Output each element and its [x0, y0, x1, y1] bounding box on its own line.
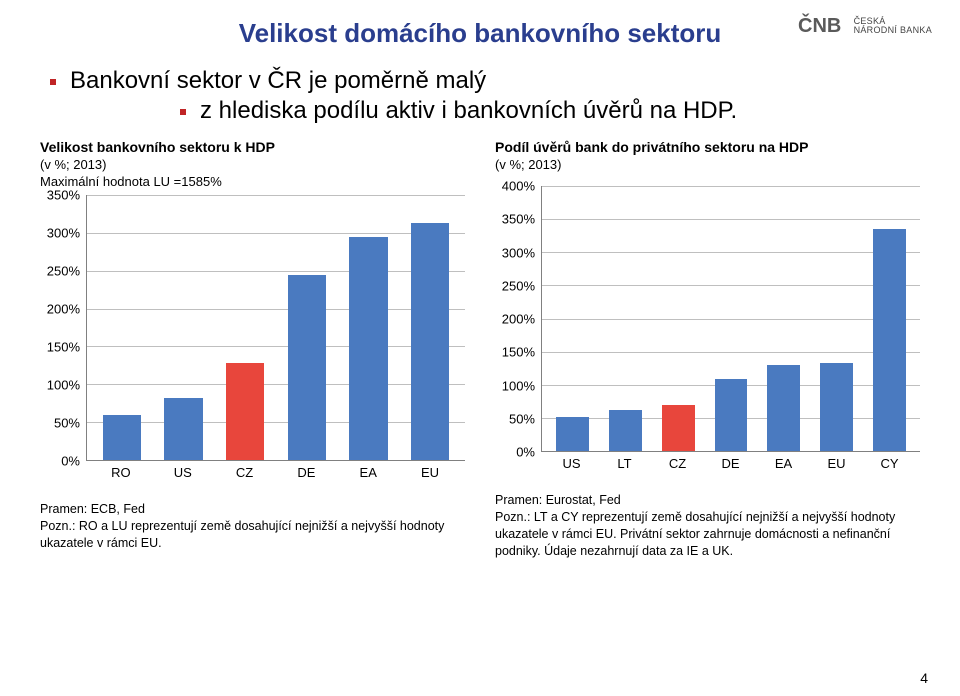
- x-label: EU: [399, 461, 461, 485]
- bar-slot: [91, 195, 153, 460]
- y-tick-label: 50%: [54, 416, 80, 431]
- bar-slot: [399, 195, 461, 460]
- logo-sub2: NÁRODNÍ BANKA: [854, 26, 932, 35]
- page-title: Velikost domácího bankovního sektoru: [40, 18, 920, 49]
- x-label: CZ: [214, 461, 276, 485]
- bar-slot: [276, 195, 338, 460]
- right-note-body: Pozn.: LT a CY reprezentují země dosahuj…: [495, 509, 920, 560]
- right-y-axis: 0%50%100%150%200%250%300%350%400%: [495, 186, 541, 476]
- left-column: Velikost bankovního sektoru k HDP (v %; …: [40, 139, 465, 560]
- left-plot: [86, 195, 465, 461]
- left-x-labels: ROUSCZDEEAEU: [86, 461, 465, 485]
- x-label: DE: [275, 461, 337, 485]
- x-label: CZ: [651, 452, 704, 476]
- logo: ČNB ČESKÁ NÁRODNÍ BANKA: [798, 12, 932, 40]
- bar-LT: [609, 410, 642, 451]
- right-column: Podíl úvěrů bank do privátního sektoru n…: [495, 139, 920, 560]
- bullet-1: Bankovní sektor v ČR je poměrně malý: [50, 67, 920, 95]
- right-notes: Pramen: Eurostat, Fed Pozn.: LT a CY rep…: [495, 492, 920, 560]
- x-label: EA: [337, 461, 399, 485]
- x-label: US: [545, 452, 598, 476]
- y-tick-label: 50%: [509, 411, 535, 426]
- right-x-labels: USLTCZDEEAEUCY: [541, 452, 920, 476]
- bar-slot: [810, 186, 863, 451]
- right-plot: [541, 186, 920, 452]
- y-tick-label: 300%: [502, 245, 535, 260]
- bar-slot: [214, 195, 276, 460]
- bar-CY: [873, 229, 906, 451]
- bar-EU: [411, 223, 449, 460]
- bar-CZ: [662, 405, 695, 451]
- x-label: CY: [863, 452, 916, 476]
- y-tick-label: 150%: [47, 340, 80, 355]
- left-notes: Pramen: ECB, Fed Pozn.: RO a LU reprezen…: [40, 501, 465, 552]
- bullet-icon: [50, 79, 56, 85]
- left-note-title: Pramen: ECB, Fed: [40, 501, 465, 518]
- logo-main: ČNB: [798, 13, 841, 37]
- bar-US: [556, 417, 589, 451]
- y-tick-label: 200%: [502, 312, 535, 327]
- x-label: DE: [704, 452, 757, 476]
- right-bars: [542, 186, 920, 451]
- y-tick-label: 100%: [502, 378, 535, 393]
- bar-slot: [757, 186, 810, 451]
- y-tick-label: 250%: [502, 278, 535, 293]
- bar-slot: [599, 186, 652, 451]
- bullet-2: z hlediska podílu aktiv i bankovních úvě…: [180, 97, 920, 125]
- left-y-axis: 0%50%100%150%200%250%300%350%: [40, 195, 86, 485]
- right-note-title: Pramen: Eurostat, Fed: [495, 492, 920, 509]
- page-number: 4: [920, 670, 928, 686]
- logo-text-block: ČESKÁ NÁRODNÍ BANKA: [854, 17, 932, 35]
- y-tick-label: 250%: [47, 264, 80, 279]
- right-plot-wrap: USLTCZDEEAEUCY: [541, 186, 920, 476]
- right-chart: 0%50%100%150%200%250%300%350%400% USLTCZ…: [495, 186, 920, 476]
- left-chart-sub2: Maximální hodnota LU =1585%: [40, 174, 465, 189]
- left-bars: [87, 195, 465, 460]
- bar-EU: [820, 363, 853, 451]
- bar-EA: [767, 365, 800, 451]
- bar-EA: [349, 237, 387, 460]
- y-tick-label: 100%: [47, 378, 80, 393]
- y-tick-label: 350%: [502, 212, 535, 227]
- y-tick-label: 400%: [502, 179, 535, 194]
- bullet-2-text: z hlediska podílu aktiv i bankovních úvě…: [200, 97, 737, 125]
- bar-slot: [153, 195, 215, 460]
- bar-DE: [715, 379, 748, 451]
- bar-RO: [103, 415, 141, 460]
- right-chart-sub: (v %; 2013): [495, 157, 920, 172]
- slide: ČNB ČESKÁ NÁRODNÍ BANKA Velikost domácíh…: [0, 0, 960, 696]
- y-tick-label: 200%: [47, 302, 80, 317]
- right-chart-title: Podíl úvěrů bank do privátního sektoru n…: [495, 139, 920, 155]
- left-chart: 0%50%100%150%200%250%300%350% ROUSCZDEEA…: [40, 195, 465, 485]
- left-chart-title: Velikost bankovního sektoru k HDP: [40, 139, 465, 155]
- bar-slot: [546, 186, 599, 451]
- y-tick-label: 150%: [502, 345, 535, 360]
- y-tick-label: 350%: [47, 188, 80, 203]
- y-tick-label: 0%: [61, 454, 80, 469]
- bar-slot: [863, 186, 916, 451]
- y-tick-label: 0%: [516, 445, 535, 460]
- bullet-1-text: Bankovní sektor v ČR je poměrně malý: [70, 67, 486, 95]
- x-label: RO: [90, 461, 152, 485]
- left-plot-wrap: ROUSCZDEEAEU: [86, 195, 465, 485]
- x-label: EA: [757, 452, 810, 476]
- bar-slot: [652, 186, 705, 451]
- left-chart-sub: (v %; 2013): [40, 157, 465, 172]
- bullet-list: Bankovní sektor v ČR je poměrně malý z h…: [50, 67, 920, 125]
- bar-CZ: [226, 363, 264, 460]
- bar-US: [164, 398, 202, 460]
- x-label: LT: [598, 452, 651, 476]
- x-label: US: [152, 461, 214, 485]
- bar-DE: [288, 275, 326, 461]
- bar-slot: [705, 186, 758, 451]
- left-note-body: Pozn.: RO a LU reprezentují země dosahuj…: [40, 518, 465, 552]
- x-label: EU: [810, 452, 863, 476]
- y-tick-label: 300%: [47, 226, 80, 241]
- cnb-logo-icon: ČNB: [798, 12, 848, 40]
- bar-slot: [338, 195, 400, 460]
- bullet-icon: [180, 109, 186, 115]
- chart-columns: Velikost bankovního sektoru k HDP (v %; …: [40, 139, 920, 560]
